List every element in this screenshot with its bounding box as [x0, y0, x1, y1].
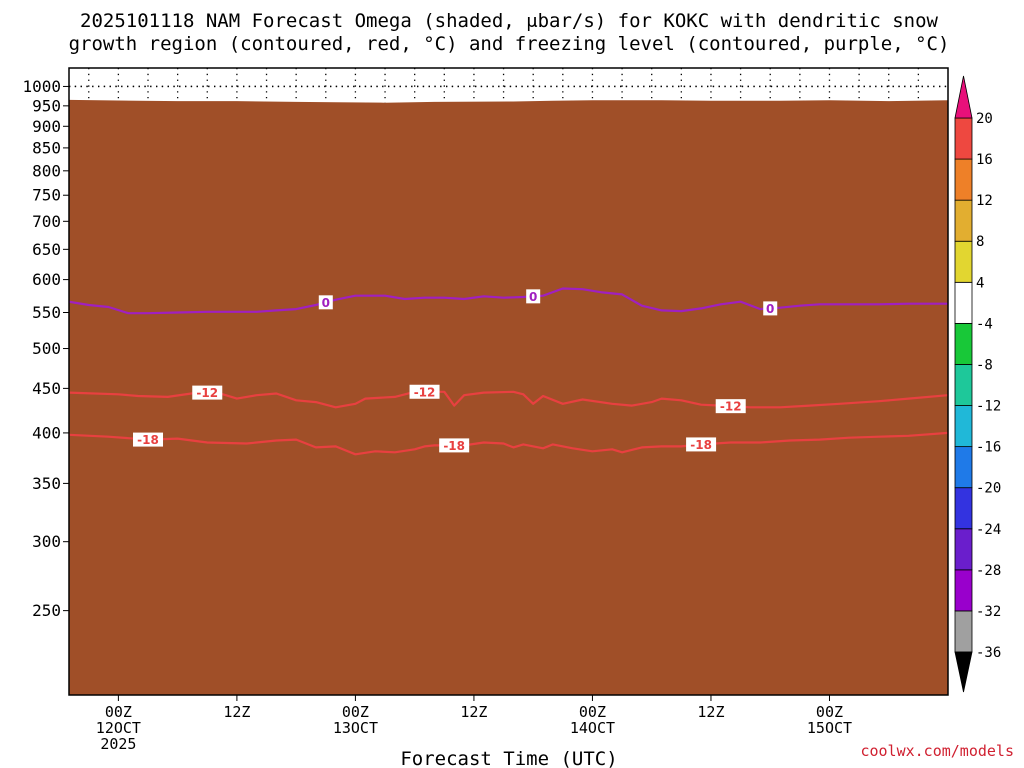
y-tick-label: 700: [32, 212, 61, 231]
freezing-level-label-bg: [763, 301, 778, 316]
colorbar-tick-label: 4: [976, 275, 984, 291]
chart-title-line2: growth region (contoured, red, °C) and f…: [69, 33, 950, 55]
x-tick-label: 00Z: [579, 703, 606, 721]
dgz-cold-edge-label: -18: [443, 439, 465, 453]
y-tick-label: 300: [32, 532, 61, 551]
colorbar-bin: [954, 240, 973, 283]
x-tick-label: 2025: [100, 735, 136, 753]
temperature-contours: -12 -12 -12 -18 -18 -18 0 0 0: [69, 287, 948, 456]
terrain-layer: [69, 85, 948, 695]
colorbar-tick-label: -8: [976, 357, 993, 373]
x-tick-label: 13OCT: [333, 719, 378, 737]
colorbar-bin: [954, 569, 973, 612]
y-tick-label: 650: [32, 240, 61, 259]
omega-colorbar: -36 -32 -28 -24 -20 -16 -12 -8 -4 4 8 12 16 20: [954, 75, 1001, 693]
colorbar-over-arrow: [954, 75, 973, 119]
colorbar-bin: [954, 487, 973, 530]
colorbar-tick-label: 8: [976, 234, 984, 250]
dgz-cold-edge-line: [69, 431, 948, 456]
x-axis-label: Forecast Time (UTC): [400, 748, 617, 768]
colorbar-tick-label: -12: [976, 399, 1001, 415]
x-tick-label: 12Z: [697, 703, 724, 721]
colorbar-bin: [954, 322, 973, 365]
colorbar-under-arrow: [954, 651, 973, 693]
y-tick-label: 950: [32, 96, 61, 115]
freezing-level-label: 0: [529, 290, 537, 304]
colorbar-bin: [954, 281, 973, 324]
dgz-cold-edge-label-bg: [439, 438, 470, 453]
colorbar-bin: [954, 446, 973, 489]
freezing-level-line: [69, 287, 948, 315]
colorbar-bin: [954, 610, 973, 653]
colorbar-tick-label: -4: [976, 316, 993, 332]
x-tick-label: 15OCT: [807, 719, 852, 737]
colorbar-bin: [954, 199, 973, 242]
dgz-warm-edge-label: -12: [720, 400, 742, 414]
y-tick-label: 250: [32, 601, 61, 620]
x-tick-label: 14OCT: [570, 719, 615, 737]
dgz-warm-edge-label: -12: [196, 386, 218, 400]
y-tick-label: 800: [32, 161, 61, 180]
colorbar-tick-label: 12: [976, 193, 993, 209]
colorbar-tick-label: -36: [976, 645, 1001, 661]
y-tick-label: 450: [32, 379, 61, 398]
terrain-fill: [69, 99, 948, 695]
freezing-level-label: 0: [766, 302, 774, 316]
colorbar-bin: [954, 158, 973, 201]
colorbar-bin: [954, 117, 973, 160]
dgz-warm-edge-label-bg: [409, 384, 440, 399]
y-tick-label: 750: [32, 186, 61, 205]
dgz-cold-edge-label-bg: [686, 437, 717, 452]
x-tick-label: 12Z: [223, 703, 250, 721]
dgz-cold-edge-label-bg: [133, 432, 164, 447]
x-tick-label: 12OCT: [96, 719, 141, 737]
y-axis: 250 300 350 400 450 500 550 600 650 700 750 800 850 9…: [22, 77, 69, 620]
dgz-cold-edge-label: -18: [137, 433, 159, 447]
credit-text[interactable]: coolwx.com/models: [860, 742, 1014, 760]
colorbar-bin: [954, 405, 973, 448]
x-tick-label: 12Z: [460, 703, 487, 721]
y-tick-label: 350: [32, 474, 61, 493]
y-tick-label: 900: [32, 117, 61, 136]
dgz-warm-edge-label-bg: [715, 399, 746, 414]
x-tick-label: 00Z: [342, 703, 369, 721]
colorbar-bin: [954, 528, 973, 571]
freezing-level-label: 0: [322, 296, 330, 310]
dgz-warm-edge-label-bg: [192, 385, 223, 400]
colorbar-tick-label: 16: [976, 152, 993, 168]
colorbar-tick-label: -28: [976, 563, 1001, 579]
y-tick-label: 400: [32, 423, 61, 442]
plot-frame: [68, 67, 949, 696]
y-tick-label: 500: [32, 339, 61, 358]
x-tick-label: 00Z: [816, 703, 843, 721]
y-tick-label: 850: [32, 138, 61, 157]
chart-title-line1: 2025101118 NAM Forecast Omega (shaded, μ…: [80, 10, 938, 32]
freezing-level-label-bg: [526, 289, 541, 304]
y-tick-label: 600: [32, 270, 61, 289]
colorbar-tick-label: -32: [976, 604, 1001, 620]
colorbar-tick-label: -20: [976, 481, 1001, 497]
colorbar-tick-label: -24: [976, 522, 1001, 538]
colorbar-tick-label: 20: [976, 111, 993, 127]
dgz-warm-edge-label: -12: [414, 385, 436, 399]
colorbar-bin: [954, 364, 973, 406]
y-tick-label: 550: [32, 303, 61, 322]
x-tick-label: 00Z: [105, 703, 132, 721]
freezing-level-label-bg: [318, 295, 333, 310]
colorbar-tick-label: -16: [976, 440, 1001, 456]
y-tick-label: 1000: [22, 77, 61, 96]
dgz-cold-edge-label: -18: [690, 438, 712, 452]
